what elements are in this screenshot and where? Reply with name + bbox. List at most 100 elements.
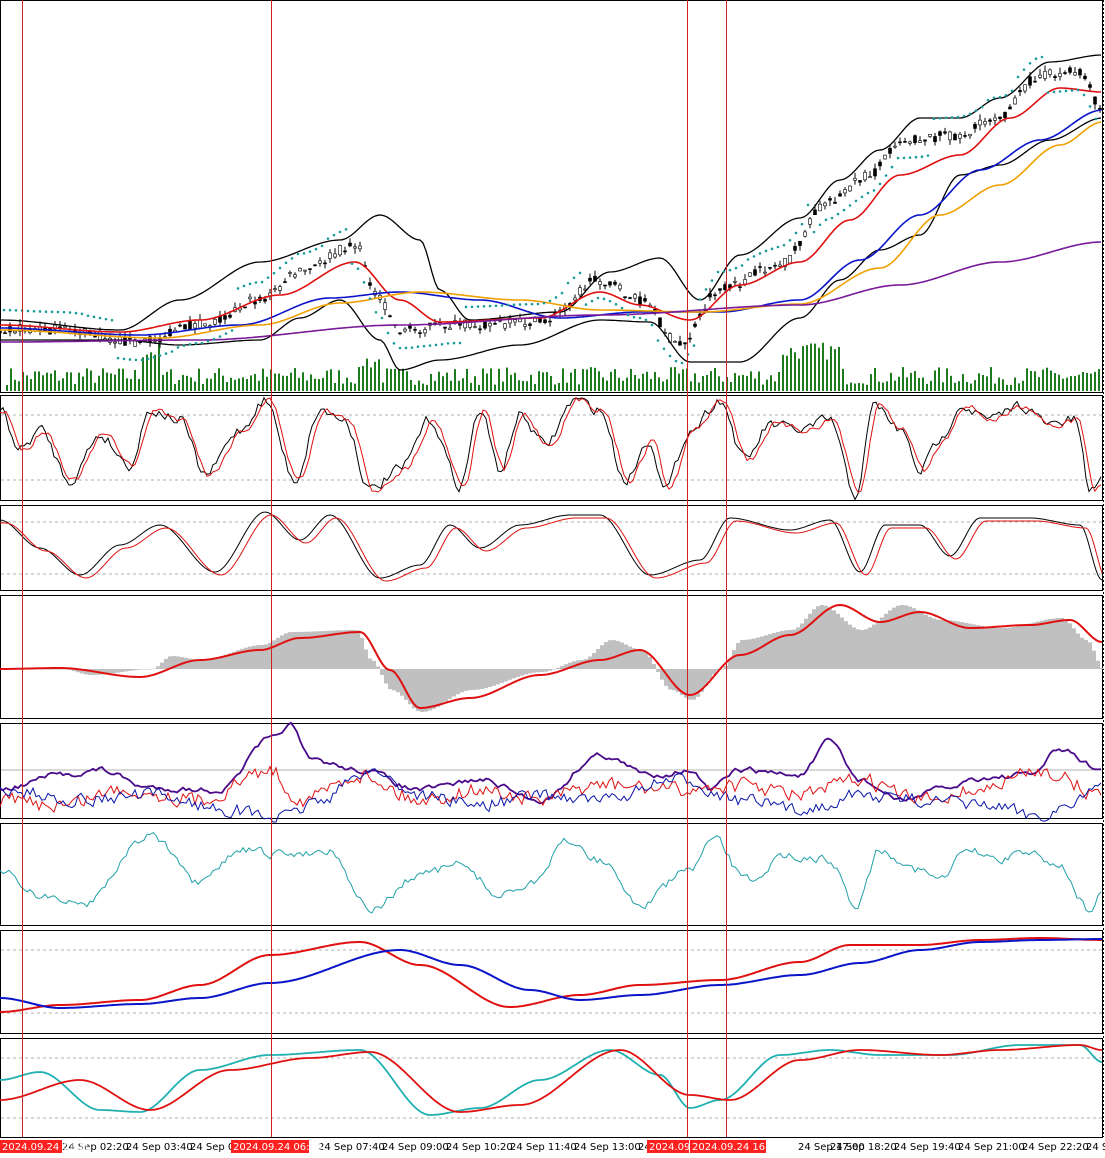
volume-bar — [666, 379, 668, 391]
volume-bar — [918, 377, 920, 391]
macd-hist-bar — [336, 630, 340, 669]
sar-dot — [212, 337, 216, 341]
candle-body — [63, 326, 67, 328]
candle-body — [983, 121, 987, 125]
macd-hist-bar — [552, 669, 556, 670]
sar-dot — [638, 316, 642, 320]
candle-body — [763, 271, 767, 274]
macd-hist-bar — [404, 669, 408, 700]
volume-bar — [378, 359, 380, 391]
volume-bar — [226, 382, 228, 391]
adx-minus — [0, 768, 1102, 823]
volume-bar — [126, 378, 128, 391]
volume-bar — [506, 367, 508, 391]
volume-bar — [370, 367, 372, 391]
volume-bar — [938, 367, 940, 391]
candle-body — [548, 320, 552, 323]
macd-hist-bar — [184, 657, 188, 669]
candle-body — [1088, 84, 1092, 88]
macd-hist-bar — [780, 631, 784, 669]
candle-body — [793, 246, 797, 251]
volume-bar — [246, 379, 248, 391]
candle-body — [588, 277, 592, 282]
volume-bar — [306, 380, 308, 391]
volume-bar — [206, 378, 208, 391]
volume-bar — [166, 371, 168, 391]
candle-body — [193, 323, 197, 329]
sar-dot — [1004, 93, 1008, 97]
macd-hist-bar — [536, 669, 540, 673]
volume-bar — [986, 376, 988, 391]
sar-dot — [728, 268, 732, 272]
sar-dot — [944, 116, 948, 120]
macd-hist-bar — [672, 669, 676, 691]
candle-body — [113, 341, 117, 344]
time-highlight-label: 2024.09. — [649, 1142, 694, 1153]
macd-hist-bar — [160, 662, 164, 669]
pane-frame-2 — [0, 395, 1103, 501]
macd-hist-bar — [296, 631, 300, 669]
volume-bar — [98, 375, 100, 391]
volume-bar — [50, 373, 52, 391]
sar-dot — [692, 344, 696, 347]
time-tick-label: 24 Sep 22:20 — [1022, 1142, 1089, 1153]
sar-dot — [938, 116, 942, 120]
macd-hist-bar — [948, 620, 952, 669]
macd-hist-bar — [452, 669, 456, 697]
sar-dot — [716, 270, 720, 274]
volume-bar — [970, 383, 972, 391]
volume-bar — [542, 372, 544, 391]
volume-bar — [134, 369, 136, 391]
candle-body — [283, 281, 287, 283]
candle-body — [333, 253, 337, 258]
volume-bar — [446, 372, 448, 391]
candle-body — [788, 254, 792, 264]
candle-body — [58, 326, 62, 329]
volume-bar — [586, 369, 588, 391]
candle-body — [448, 327, 452, 330]
candle-body — [278, 286, 282, 291]
volume-bar — [838, 346, 840, 391]
sar-dot — [428, 344, 432, 347]
sar-dot — [284, 261, 288, 265]
volume-bar — [1026, 368, 1028, 391]
volume-bar — [158, 343, 160, 391]
candle-body — [198, 319, 202, 329]
volume-bar — [130, 378, 132, 391]
macd-hist-bar — [252, 645, 256, 669]
macd-hist-bar — [440, 669, 444, 705]
volume-bar — [1094, 371, 1096, 391]
volume-bar — [702, 376, 704, 391]
macd-hist-bar — [44, 669, 48, 670]
sar-dot — [392, 342, 396, 345]
macd-hist-bar — [384, 669, 388, 684]
stoch-smooth-signal — [0, 1044, 1103, 1113]
macd-hist-bar — [532, 669, 536, 673]
macd-hist-bar — [920, 612, 924, 669]
volume-bar — [390, 369, 392, 391]
volume-bar — [534, 384, 536, 391]
sar-dot — [380, 316, 384, 320]
volume-bar — [26, 375, 28, 391]
candle-body — [598, 281, 602, 285]
time-tick-label: 24 Sep 09:00 — [382, 1142, 449, 1153]
candle-body — [748, 272, 752, 277]
sar-dot — [1010, 89, 1014, 93]
candle-body — [908, 141, 912, 144]
macd-hist-bar — [416, 669, 420, 711]
sar-dot — [404, 346, 408, 350]
candle-body — [628, 297, 632, 299]
volume-bar — [858, 383, 860, 391]
volume-bar — [526, 381, 528, 391]
macd-hist-bar — [896, 605, 900, 669]
candle-body — [733, 281, 737, 283]
macd-hist-bar — [788, 630, 792, 669]
sar-dot — [8, 308, 12, 312]
candle-body — [1033, 80, 1037, 83]
macd-hist-bar — [448, 669, 452, 700]
volume-bar — [570, 372, 572, 391]
macd-hist-bar — [648, 657, 652, 669]
sar-dot — [566, 281, 570, 285]
volume-bar — [470, 382, 472, 391]
macd-hist-bar — [996, 627, 1000, 669]
